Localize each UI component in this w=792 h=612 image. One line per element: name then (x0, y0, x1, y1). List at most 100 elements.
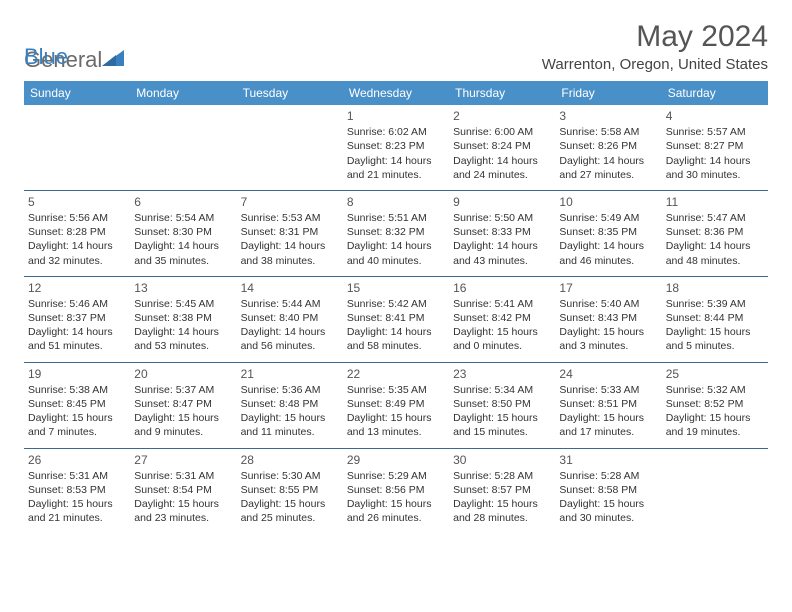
logo-line2: Blue (24, 44, 68, 70)
day-number: 12 (28, 280, 126, 296)
sunrise-line: Sunrise: 5:56 AM (28, 211, 126, 225)
calendar-cell: 7Sunrise: 5:53 AMSunset: 8:31 PMDaylight… (237, 190, 343, 276)
calendar-cell: 19Sunrise: 5:38 AMSunset: 8:45 PMDayligh… (24, 362, 130, 448)
day-header: Wednesday (343, 81, 449, 105)
calendar-cell: 10Sunrise: 5:49 AMSunset: 8:35 PMDayligh… (555, 190, 661, 276)
day-details: Sunrise: 5:45 AMSunset: 8:38 PMDaylight:… (134, 297, 232, 354)
calendar-cell: 1Sunrise: 6:02 AMSunset: 8:23 PMDaylight… (343, 105, 449, 190)
sunrise-line: Sunrise: 5:42 AM (347, 297, 445, 311)
calendar-cell: 15Sunrise: 5:42 AMSunset: 8:41 PMDayligh… (343, 276, 449, 362)
day-details: Sunrise: 5:39 AMSunset: 8:44 PMDaylight:… (666, 297, 764, 354)
calendar-week: 19Sunrise: 5:38 AMSunset: 8:45 PMDayligh… (24, 362, 768, 448)
day-details: Sunrise: 5:58 AMSunset: 8:26 PMDaylight:… (559, 125, 657, 182)
daylight-line: Daylight: 15 hours and 3 minutes. (559, 325, 657, 353)
daylight-line: Daylight: 14 hours and 21 minutes. (347, 154, 445, 182)
sunset-line: Sunset: 8:48 PM (241, 397, 339, 411)
day-details: Sunrise: 5:31 AMSunset: 8:53 PMDaylight:… (28, 469, 126, 526)
day-number: 20 (134, 366, 232, 382)
calendar-cell: 12Sunrise: 5:46 AMSunset: 8:37 PMDayligh… (24, 276, 130, 362)
daylight-line: Daylight: 14 hours and 46 minutes. (559, 239, 657, 267)
sunset-line: Sunset: 8:36 PM (666, 225, 764, 239)
sunrise-line: Sunrise: 5:40 AM (559, 297, 657, 311)
sunset-line: Sunset: 8:23 PM (347, 139, 445, 153)
day-details: Sunrise: 5:38 AMSunset: 8:45 PMDaylight:… (28, 383, 126, 440)
calendar-cell: 8Sunrise: 5:51 AMSunset: 8:32 PMDaylight… (343, 190, 449, 276)
sunset-line: Sunset: 8:56 PM (347, 483, 445, 497)
calendar-cell (662, 448, 768, 533)
day-number: 23 (453, 366, 551, 382)
daylight-line: Daylight: 15 hours and 30 minutes. (559, 497, 657, 525)
day-number: 28 (241, 452, 339, 468)
day-details: Sunrise: 5:36 AMSunset: 8:48 PMDaylight:… (241, 383, 339, 440)
calendar-table: SundayMondayTuesdayWednesdayThursdayFrid… (24, 81, 768, 533)
daylight-line: Daylight: 15 hours and 15 minutes. (453, 411, 551, 439)
calendar-cell (237, 105, 343, 190)
daylight-line: Daylight: 15 hours and 11 minutes. (241, 411, 339, 439)
calendar-cell: 23Sunrise: 5:34 AMSunset: 8:50 PMDayligh… (449, 362, 555, 448)
day-number: 19 (28, 366, 126, 382)
day-number: 2 (453, 108, 551, 124)
calendar-cell: 29Sunrise: 5:29 AMSunset: 8:56 PMDayligh… (343, 448, 449, 533)
sunset-line: Sunset: 8:58 PM (559, 483, 657, 497)
day-details: Sunrise: 5:51 AMSunset: 8:32 PMDaylight:… (347, 211, 445, 268)
day-number: 4 (666, 108, 764, 124)
day-number: 21 (241, 366, 339, 382)
day-number: 31 (559, 452, 657, 468)
daylight-line: Daylight: 14 hours and 51 minutes. (28, 325, 126, 353)
calendar-cell: 17Sunrise: 5:40 AMSunset: 8:43 PMDayligh… (555, 276, 661, 362)
daylight-line: Daylight: 15 hours and 13 minutes. (347, 411, 445, 439)
daylight-line: Daylight: 15 hours and 0 minutes. (453, 325, 551, 353)
calendar-cell (24, 105, 130, 190)
month-title: May 2024 (542, 20, 768, 54)
day-header: Monday (130, 81, 236, 105)
sunrise-line: Sunrise: 5:28 AM (453, 469, 551, 483)
daylight-line: Daylight: 14 hours and 35 minutes. (134, 239, 232, 267)
daylight-line: Daylight: 14 hours and 27 minutes. (559, 154, 657, 182)
day-number: 6 (134, 194, 232, 210)
day-number: 26 (28, 452, 126, 468)
sunrise-line: Sunrise: 5:54 AM (134, 211, 232, 225)
sunset-line: Sunset: 8:32 PM (347, 225, 445, 239)
day-header: Tuesday (237, 81, 343, 105)
daylight-line: Daylight: 15 hours and 26 minutes. (347, 497, 445, 525)
sunset-line: Sunset: 8:31 PM (241, 225, 339, 239)
day-number: 18 (666, 280, 764, 296)
calendar-cell: 26Sunrise: 5:31 AMSunset: 8:53 PMDayligh… (24, 448, 130, 533)
sunrise-line: Sunrise: 5:39 AM (666, 297, 764, 311)
daylight-line: Daylight: 14 hours and 53 minutes. (134, 325, 232, 353)
calendar-cell: 25Sunrise: 5:32 AMSunset: 8:52 PMDayligh… (662, 362, 768, 448)
day-number: 22 (347, 366, 445, 382)
daylight-line: Daylight: 14 hours and 32 minutes. (28, 239, 126, 267)
day-number: 11 (666, 194, 764, 210)
sunset-line: Sunset: 8:33 PM (453, 225, 551, 239)
calendar-body: 1Sunrise: 6:02 AMSunset: 8:23 PMDaylight… (24, 105, 768, 533)
daylight-line: Daylight: 15 hours and 23 minutes. (134, 497, 232, 525)
day-details: Sunrise: 5:30 AMSunset: 8:55 PMDaylight:… (241, 469, 339, 526)
sunset-line: Sunset: 8:27 PM (666, 139, 764, 153)
daylight-line: Daylight: 15 hours and 25 minutes. (241, 497, 339, 525)
day-number: 27 (134, 452, 232, 468)
sunrise-line: Sunrise: 5:30 AM (241, 469, 339, 483)
calendar-week: 12Sunrise: 5:46 AMSunset: 8:37 PMDayligh… (24, 276, 768, 362)
daylight-line: Daylight: 14 hours and 58 minutes. (347, 325, 445, 353)
calendar-cell: 2Sunrise: 6:00 AMSunset: 8:24 PMDaylight… (449, 105, 555, 190)
day-details: Sunrise: 5:28 AMSunset: 8:57 PMDaylight:… (453, 469, 551, 526)
day-details: Sunrise: 6:00 AMSunset: 8:24 PMDaylight:… (453, 125, 551, 182)
sunrise-line: Sunrise: 5:34 AM (453, 383, 551, 397)
sunset-line: Sunset: 8:47 PM (134, 397, 232, 411)
sunrise-line: Sunrise: 5:38 AM (28, 383, 126, 397)
daylight-line: Daylight: 14 hours and 48 minutes. (666, 239, 764, 267)
day-number: 14 (241, 280, 339, 296)
daylight-line: Daylight: 14 hours and 56 minutes. (241, 325, 339, 353)
sunset-line: Sunset: 8:42 PM (453, 311, 551, 325)
day-details: Sunrise: 5:41 AMSunset: 8:42 PMDaylight:… (453, 297, 551, 354)
day-details: Sunrise: 6:02 AMSunset: 8:23 PMDaylight:… (347, 125, 445, 182)
day-details: Sunrise: 5:33 AMSunset: 8:51 PMDaylight:… (559, 383, 657, 440)
calendar-cell: 14Sunrise: 5:44 AMSunset: 8:40 PMDayligh… (237, 276, 343, 362)
sunset-line: Sunset: 8:41 PM (347, 311, 445, 325)
sunset-line: Sunset: 8:49 PM (347, 397, 445, 411)
sunset-line: Sunset: 8:24 PM (453, 139, 551, 153)
sunrise-line: Sunrise: 5:37 AM (134, 383, 232, 397)
sunrise-line: Sunrise: 5:47 AM (666, 211, 764, 225)
sunset-line: Sunset: 8:54 PM (134, 483, 232, 497)
